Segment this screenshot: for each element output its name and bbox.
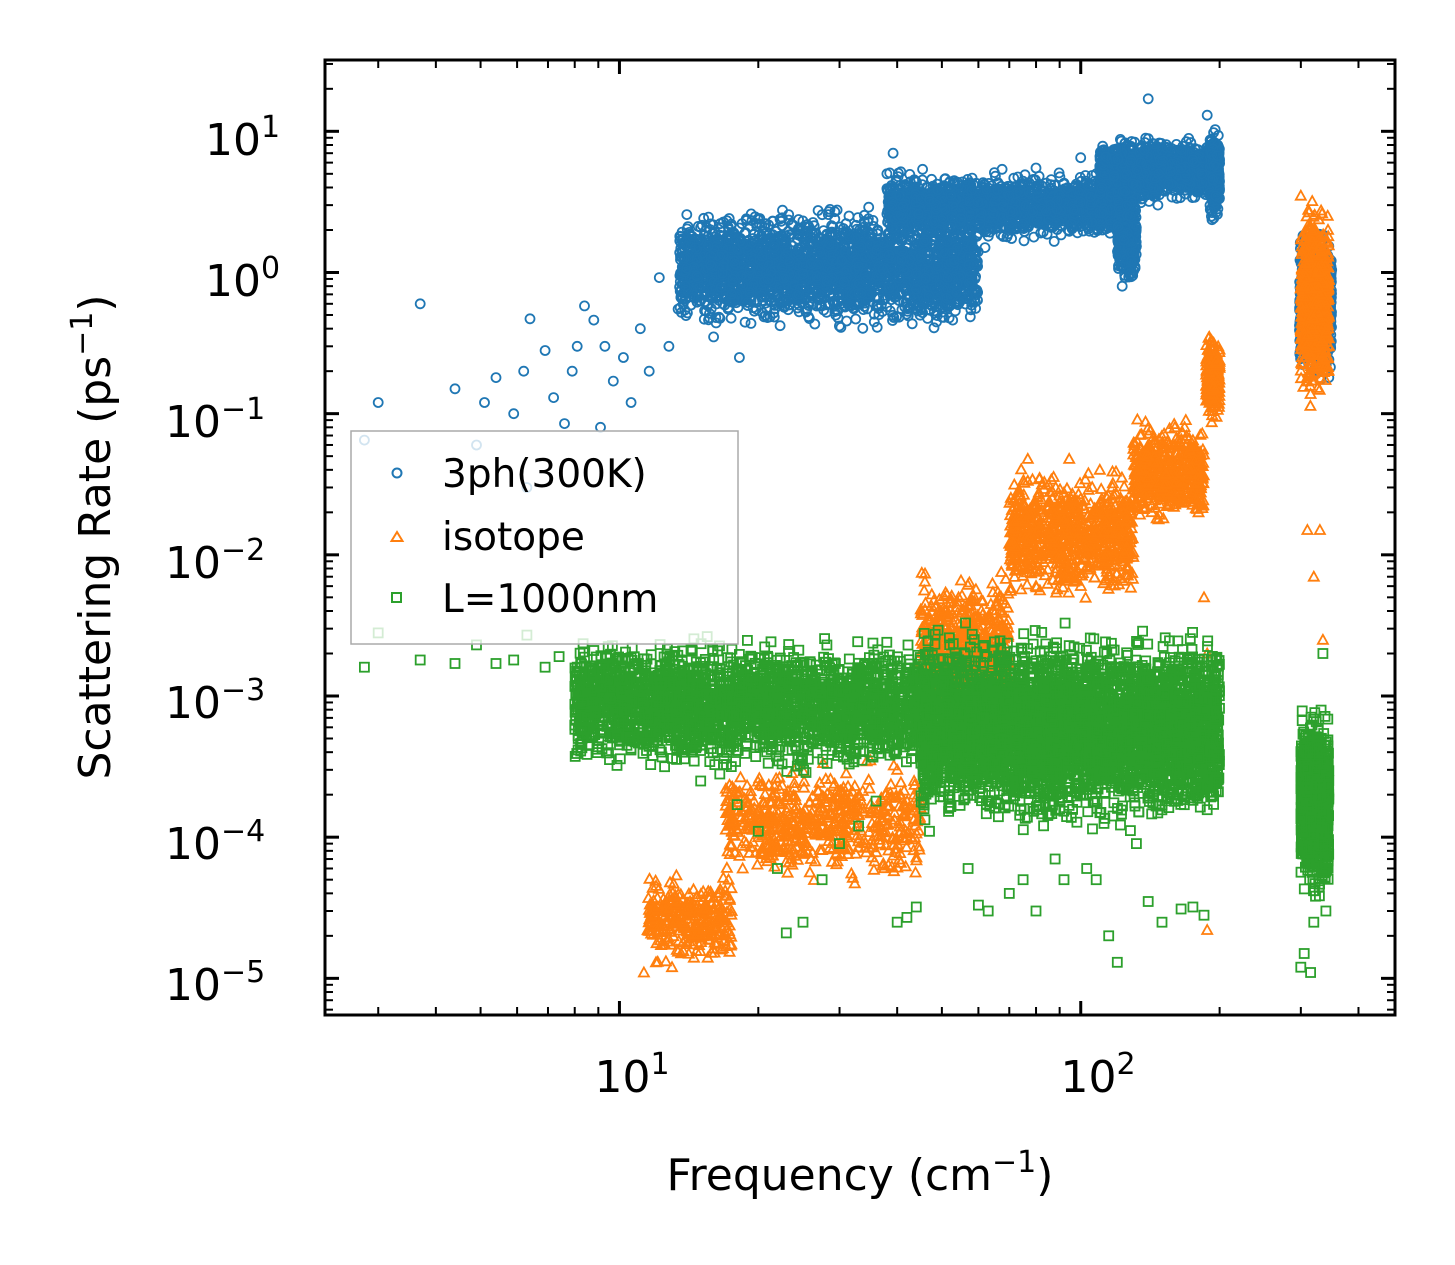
data-point-3ph-300k <box>922 312 933 324</box>
data-point-3ph-300k <box>1018 235 1030 247</box>
data-point-3ph-300k <box>1048 235 1060 247</box>
data-point-3ph-300k <box>725 312 737 324</box>
data-point-3ph-300k <box>739 316 751 328</box>
data-point-3ph-300k <box>857 322 869 334</box>
data-point-3ph-300k <box>917 163 928 175</box>
data-point-3ph-300k <box>906 318 918 330</box>
data-point-3ph-300k <box>835 321 847 333</box>
data-point-3ph-300k <box>841 315 852 327</box>
data-point-3ph-300k <box>681 209 693 221</box>
data-point-3ph-300k <box>1028 231 1040 243</box>
data-point-3ph-300k <box>850 313 862 325</box>
data-point-3ph-300k <box>809 318 821 330</box>
data-point-3ph-300k <box>745 317 757 329</box>
data-points <box>358 93 1338 978</box>
